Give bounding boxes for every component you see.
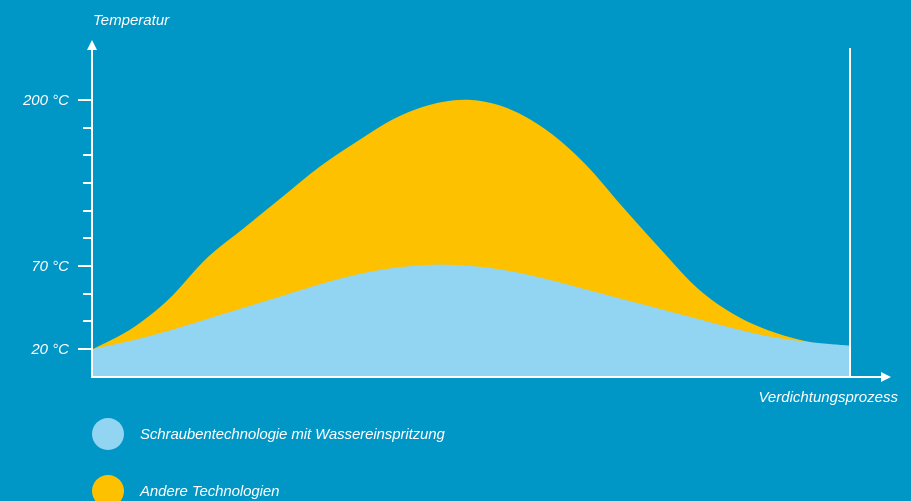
y-ticks	[78, 99, 92, 350]
legend-swatch-yellow	[92, 475, 124, 501]
y-tick-label: 200 °C	[22, 92, 69, 109]
y-tick-labels: 20 °C 70 °C 200 °C	[22, 92, 69, 358]
y-axis-label: Temperatur	[93, 12, 170, 29]
y-tick-label: 70 °C	[31, 258, 69, 275]
legend-item-water-injection: Schraubentechnologie mit Wassereinspritz…	[92, 418, 445, 450]
y-axis-arrow	[87, 40, 97, 50]
series-area-water-injection	[93, 264, 850, 377]
axes	[87, 40, 891, 382]
legend-label: Schraubentechnologie mit Wassereinspritz…	[140, 425, 445, 443]
series-areas	[93, 99, 850, 377]
x-axis-label: Verdichtungsprozess	[758, 389, 898, 406]
x-axis-arrow	[881, 372, 891, 382]
legend-swatch-light-blue	[92, 418, 124, 450]
legend-label: Andere Technologien	[140, 482, 280, 500]
y-tick-label: 20 °C	[30, 341, 69, 358]
legend-item-other-technologies: Andere Technologien	[92, 475, 279, 501]
